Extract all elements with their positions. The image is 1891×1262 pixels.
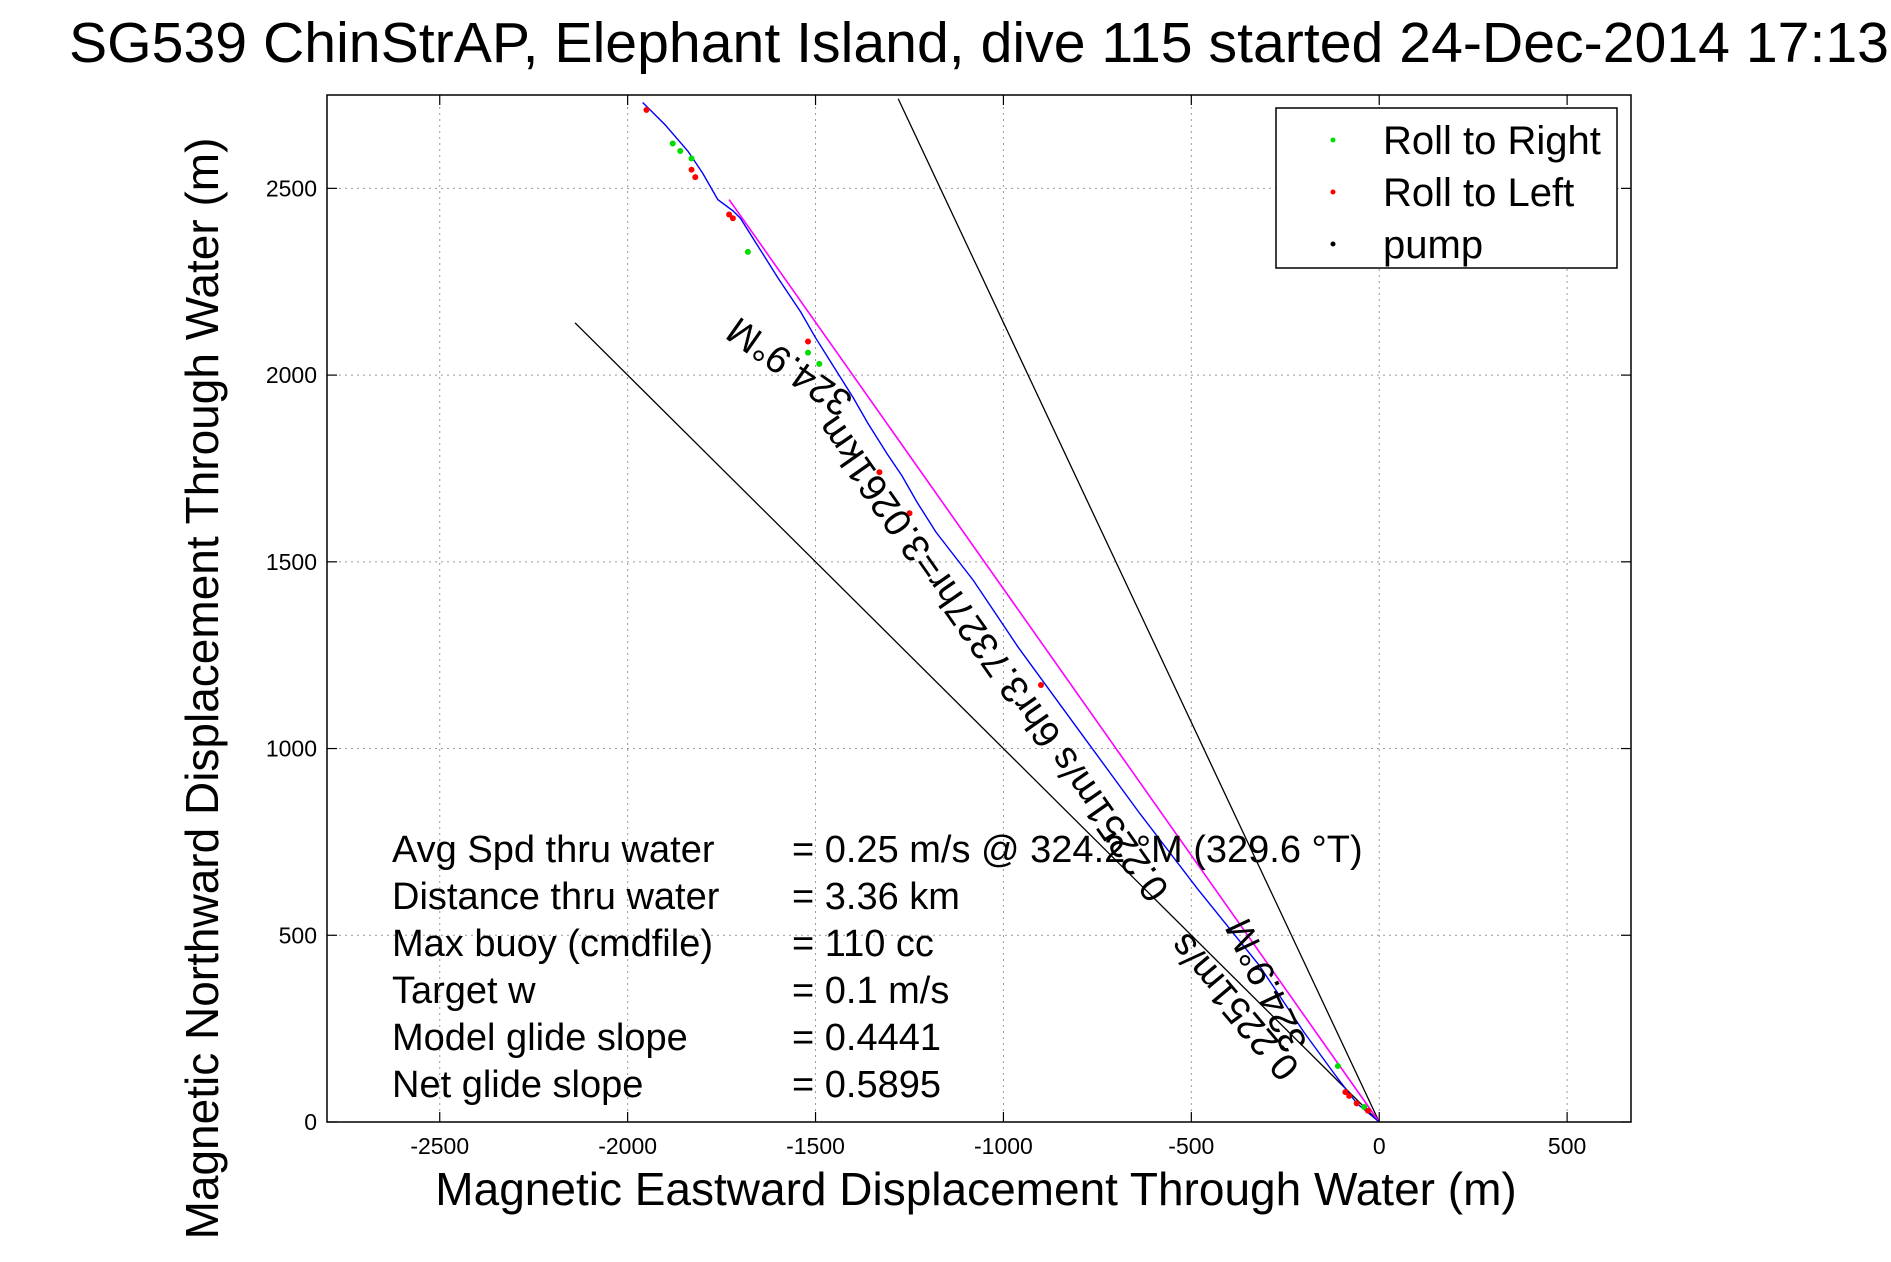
axes-frame <box>326 94 1632 1123</box>
roll-left-point <box>876 469 883 476</box>
roll-left-point <box>692 174 699 181</box>
bracket-line <box>574 322 1380 1123</box>
y-tick-label: 2500 <box>266 175 317 201</box>
roll-left-point <box>1346 1092 1353 1099</box>
stats-block: Avg Spd thru water = 0.25 m/s @ 324.2 °M … <box>392 829 1363 1106</box>
plot-data <box>574 98 1380 1123</box>
roll-left-point <box>688 166 695 173</box>
x-tick-label: 0 <box>1373 1133 1386 1159</box>
stats-label: Distance thru water <box>392 876 720 918</box>
legend-marker <box>1330 137 1336 143</box>
y-tick-label: 0 <box>304 1109 317 1135</box>
track-line <box>642 102 1380 1123</box>
legend-marker <box>1330 189 1336 195</box>
chart-title: SG539 ChinStrAP, Elephant Island, dive 1… <box>69 11 1889 75</box>
roll-right-point <box>1361 1104 1368 1111</box>
y-tick-label: 1000 <box>266 736 317 762</box>
stats-value: = 0.25 m/s @ 324.2 °M (329.6 °T) <box>792 829 1363 871</box>
y-tick-label: 2000 <box>266 362 317 388</box>
stats-value: = 3.36 km <box>792 876 960 918</box>
roll-left-point <box>805 338 812 345</box>
roll-left-point <box>1038 682 1045 689</box>
legend-entry-label: Roll to Left <box>1383 171 1574 215</box>
stats-label: Target w <box>392 970 536 1012</box>
x-tick-label: -1000 <box>974 1133 1033 1159</box>
roll-right-point <box>805 349 812 356</box>
stats-label: Model glide slope <box>392 1017 688 1059</box>
roll-left-point <box>643 106 650 113</box>
roll-left-point <box>906 510 913 517</box>
x-tick-label: -1500 <box>786 1133 845 1159</box>
stats-value: = 110 cc <box>792 923 934 965</box>
y-axis-label: Magnetic Northward Displacement Through … <box>176 138 228 1240</box>
stats-value: = 0.4441 <box>792 1017 941 1059</box>
roll-left-point <box>1342 1089 1349 1096</box>
x-axis-label: Magnetic Eastward Displacement Through W… <box>435 1163 1516 1215</box>
stats-label: Net glide slope <box>392 1064 643 1106</box>
x-tick-label: 500 <box>1548 1133 1586 1159</box>
y-tick-label: 1500 <box>266 549 317 575</box>
x-tick-label: -2500 <box>410 1133 469 1159</box>
roll-right-point <box>688 155 695 162</box>
roll-right-point <box>669 140 676 147</box>
legend: Roll to Right Roll to Left pump <box>1275 107 1618 269</box>
roll-left-point <box>726 211 733 218</box>
ticks: -2500 -2000 -1500 -1000 -500 0 500 0 500 1000 1500… <box>266 95 1631 1159</box>
roll-left-point <box>729 215 736 222</box>
bracket-line <box>897 98 1380 1123</box>
stats-label: Avg Spd thru water <box>392 829 715 871</box>
legend-entry-label: pump <box>1383 223 1483 267</box>
roll-right-point <box>677 148 684 155</box>
roll-right-point <box>744 248 751 255</box>
roll-left-point <box>1364 1107 1371 1114</box>
stats-value: = 0.1 m/s <box>792 970 949 1012</box>
legend-marker <box>1330 241 1336 247</box>
roll-right-point <box>1334 1062 1341 1069</box>
stats-label: Max buoy (cmdfile) <box>392 923 713 965</box>
x-tick-label: -2000 <box>598 1133 657 1159</box>
heading-line <box>728 199 1380 1123</box>
legend-box <box>1275 107 1618 269</box>
x-tick-label: -500 <box>1168 1133 1214 1159</box>
roll-right-point <box>816 360 823 367</box>
roll-left-point <box>1353 1100 1360 1107</box>
stats-value: = 0.5895 <box>792 1064 941 1106</box>
legend-entry-label: Roll to Right <box>1383 119 1601 163</box>
y-tick-label: 500 <box>279 922 317 948</box>
